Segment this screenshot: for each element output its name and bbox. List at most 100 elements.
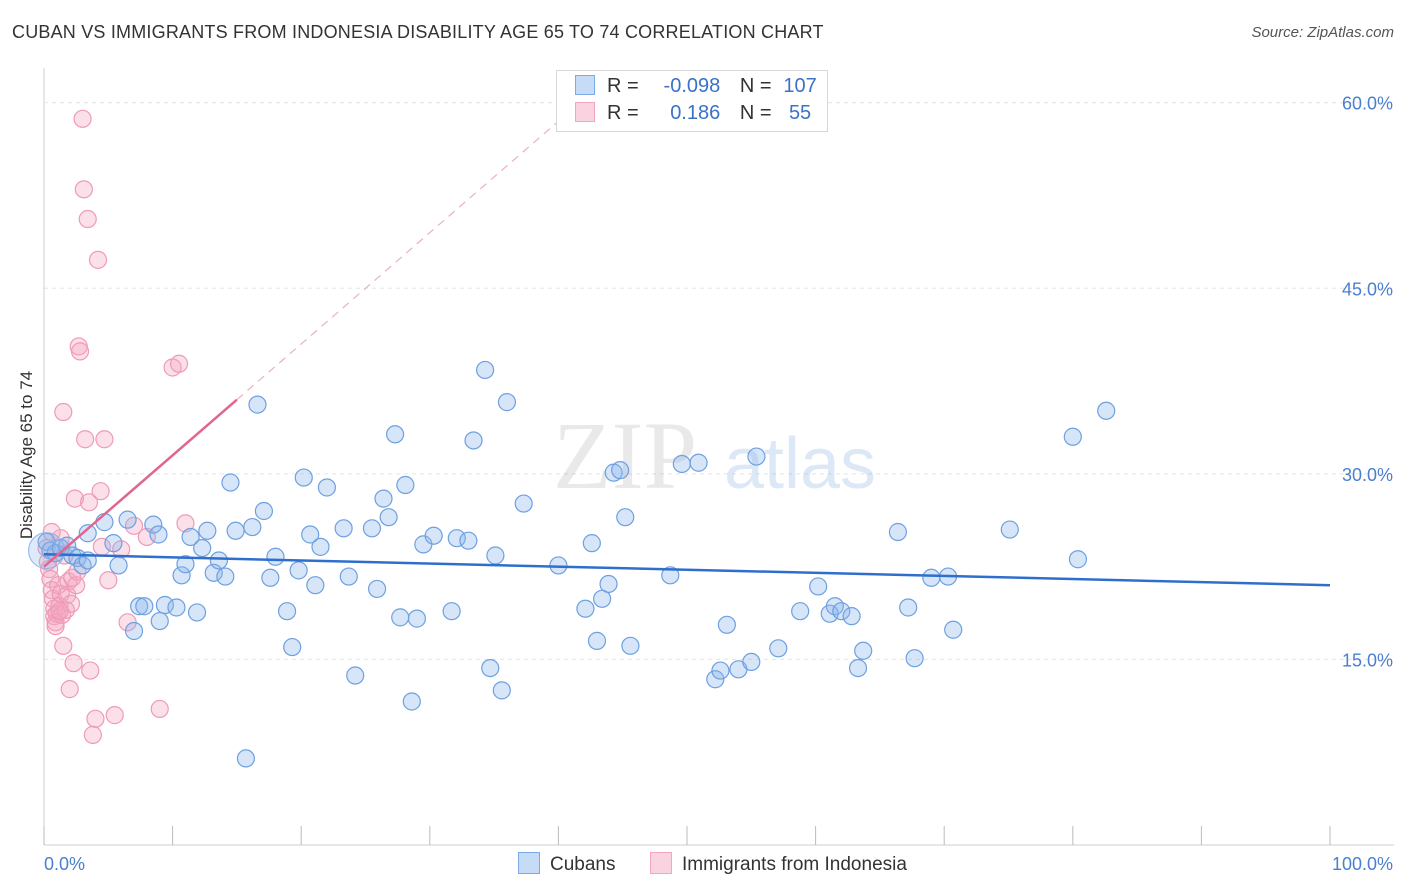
indonesia-point <box>58 586 77 605</box>
indonesia-point <box>169 354 189 373</box>
cubans-point <box>155 595 174 615</box>
cubans-point <box>334 519 353 538</box>
cubans-point <box>209 551 228 570</box>
indonesia-trend-extension <box>236 120 559 401</box>
indonesia-point <box>81 661 100 680</box>
cubans-point <box>306 576 325 595</box>
cubans-point <box>243 517 262 537</box>
cubans-point <box>832 602 851 621</box>
cubans-point <box>706 670 725 689</box>
cubans-point <box>621 636 640 655</box>
cubans-point <box>176 555 195 574</box>
cubans-point <box>587 631 607 650</box>
cubans-point <box>367 579 387 599</box>
cubans-point <box>492 681 511 700</box>
chart-title: CUBAN VS IMMIGRANTS FROM INDONESIA DISAB… <box>12 22 824 42</box>
indonesia-point <box>60 680 79 699</box>
indonesia-point <box>95 430 114 449</box>
indonesia-point <box>176 514 195 533</box>
indonesia-point <box>73 109 92 128</box>
indonesia-point <box>78 209 97 229</box>
axes <box>43 68 1394 846</box>
cubans-point <box>611 461 630 480</box>
cubans-point <box>464 431 483 450</box>
cubans-point <box>717 615 736 634</box>
cubans-point <box>198 521 217 540</box>
cubans-point <box>747 447 766 466</box>
legend-row-indonesia: R = 0.186 N = 55 <box>575 102 823 126</box>
legend-n-label: N = <box>739 75 772 97</box>
legend-r-value: -0.098 <box>663 75 721 97</box>
trend-lines <box>43 120 1331 587</box>
cubans-point-cluster <box>28 532 66 570</box>
indonesia-point <box>99 571 118 590</box>
y-axis-title: Disability Age 65 to 74 <box>17 371 36 539</box>
indonesia-point <box>70 342 90 361</box>
cubans-point <box>689 453 708 472</box>
cubans-point <box>672 454 691 474</box>
cubans-point <box>226 521 245 540</box>
cubans-point <box>221 473 240 492</box>
y-tick-label: 60.0% <box>1342 94 1393 114</box>
y-tick-label: 15.0% <box>1342 650 1393 670</box>
indonesia-point <box>150 699 169 719</box>
cubans-point <box>261 568 280 587</box>
legend-n-label: N = <box>739 102 772 124</box>
bottom-legend-label-indonesia: Immigrants from Indonesia <box>682 854 907 875</box>
watermark-atlas: atlas <box>724 424 876 504</box>
indonesia-point <box>54 402 73 422</box>
cubans-point <box>283 637 302 657</box>
cubans-point <box>497 393 517 412</box>
cubans-point <box>78 524 97 543</box>
legend-r-value: 0.186 <box>670 102 721 124</box>
indonesia-points <box>37 109 195 744</box>
cubans-point <box>1000 520 1019 539</box>
indonesia-point <box>79 493 99 512</box>
bottom-legend-label-cubans: Cubans <box>550 854 616 875</box>
cubans-point <box>899 598 918 617</box>
cubans-point <box>150 611 169 631</box>
cubans-point <box>396 475 415 495</box>
cubans-point <box>167 598 186 617</box>
cubans-point <box>599 574 618 594</box>
cubans-point <box>181 527 200 547</box>
legend-swatch-pink <box>575 102 595 122</box>
legend-n-value: 107 <box>783 75 817 97</box>
cubans-point <box>374 489 393 508</box>
cubans-point <box>459 531 478 550</box>
cubans-point <box>582 534 601 553</box>
cubans-point <box>424 526 443 545</box>
indonesia-point <box>65 489 84 508</box>
cubans-point <box>236 749 256 768</box>
cubans-point <box>301 525 320 544</box>
cubans-point <box>576 599 595 618</box>
cubans-point <box>289 561 308 580</box>
cubans-point <box>407 609 427 628</box>
cubans-point <box>362 519 382 538</box>
tick-labels: 15.0% 30.0% 45.0% 60.0% 0.0% 100.0% <box>44 94 1393 874</box>
indonesia-point <box>91 482 110 501</box>
cubans-point <box>661 566 680 585</box>
cubans-point <box>135 597 154 616</box>
cubans-point <box>616 508 635 527</box>
watermark: ZIP atlas <box>553 402 876 509</box>
cubans-point <box>391 608 410 627</box>
bottom-legend-cubans: Cubans <box>518 852 616 876</box>
bottom-legend-swatch-blue <box>518 852 540 874</box>
cubans-point <box>317 478 337 497</box>
cubans-point <box>791 602 810 621</box>
indonesia-point <box>76 430 95 449</box>
legend-swatch-blue <box>575 75 595 95</box>
indonesia-point <box>46 616 65 636</box>
cubans-point <box>104 534 123 553</box>
cubans-point <box>346 666 365 685</box>
cubans-point <box>944 620 963 639</box>
indonesia-point <box>67 576 86 595</box>
cubans-point <box>742 652 761 672</box>
indonesia-point <box>88 250 108 269</box>
cubans-point <box>277 602 297 621</box>
cubans-point <box>149 525 168 544</box>
grid-lines <box>44 102 1394 660</box>
cubans-point <box>294 468 313 487</box>
